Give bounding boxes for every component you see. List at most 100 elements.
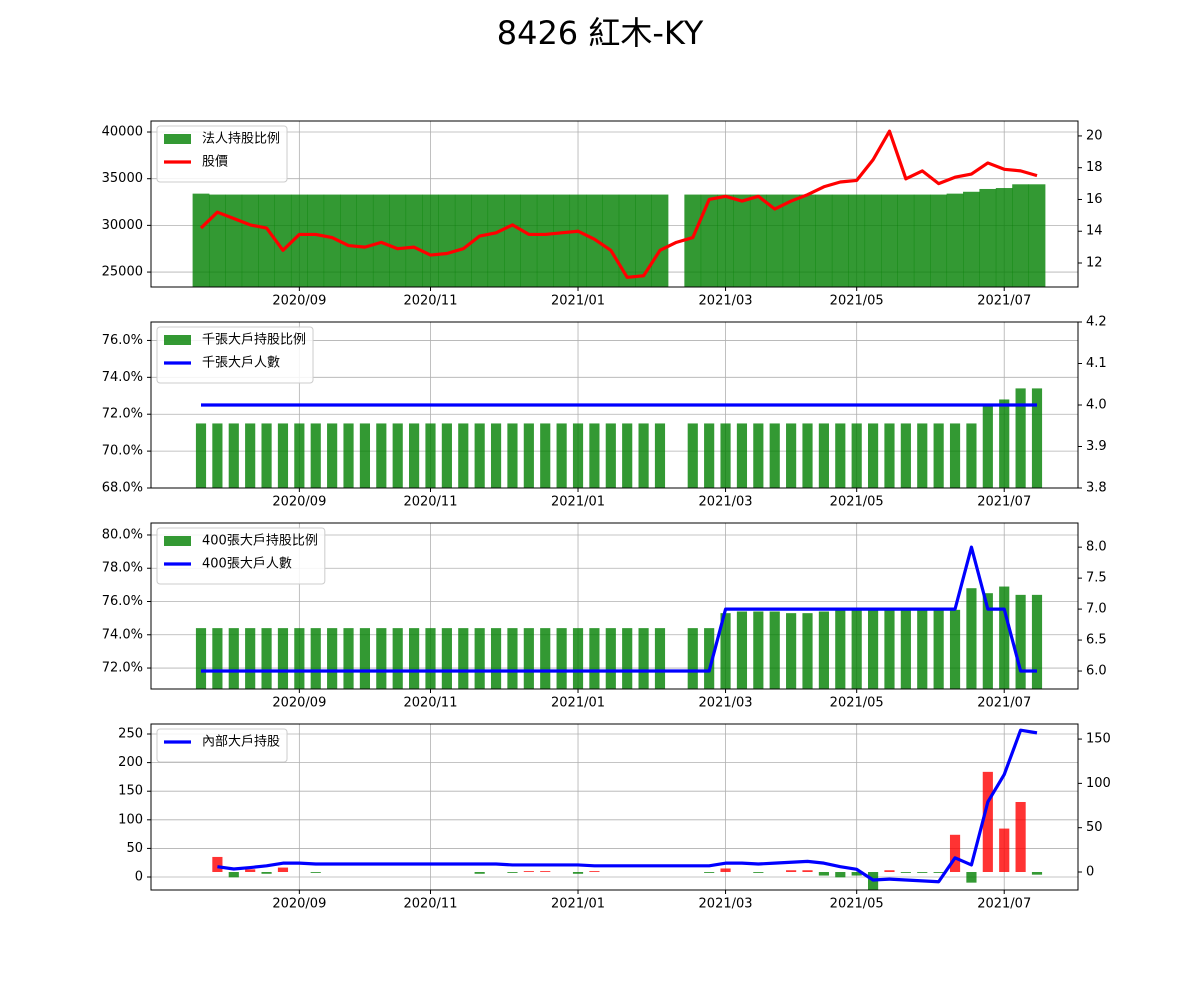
panel: 72.0% 74.0% 76.0% 78.0% 80.0% 6.0 6.5 7.0 7.5 8.0… bbox=[102, 522, 1107, 711]
bar bbox=[1031, 872, 1043, 875]
bar bbox=[359, 423, 371, 488]
bar bbox=[835, 872, 846, 878]
legend-label: 千張大戶人數 bbox=[202, 356, 280, 371]
y-tick-label: 76.0% bbox=[102, 594, 143, 609]
bar bbox=[245, 869, 256, 873]
bar bbox=[622, 423, 633, 488]
chart-title: 8426 紅木-KY bbox=[497, 14, 704, 52]
bar bbox=[638, 423, 649, 488]
bar bbox=[1031, 388, 1043, 488]
bar bbox=[208, 194, 226, 287]
x-tick-label: 2020/11 bbox=[403, 495, 457, 510]
bar bbox=[687, 423, 698, 488]
x-tick-label: 2020/09 bbox=[272, 897, 326, 912]
bar bbox=[474, 423, 485, 488]
bar bbox=[704, 423, 715, 488]
bar bbox=[933, 423, 944, 488]
bar bbox=[917, 608, 928, 689]
x-tick-label: 2021/07 bbox=[977, 696, 1031, 711]
bar bbox=[327, 628, 338, 689]
panel: 0 50 100 150 200 250 0 50 100 150 2020/09 2020/11 20… bbox=[118, 723, 1111, 912]
bar bbox=[736, 423, 748, 488]
y2-tick-label: 6.5 bbox=[1086, 633, 1107, 648]
axes-frame bbox=[150, 321, 1079, 489]
bar bbox=[818, 423, 829, 488]
legend: 400張大戶持股比例 400張大戶人數 bbox=[156, 527, 326, 585]
y2-tick-label: 3.8 bbox=[1086, 481, 1107, 496]
bar bbox=[720, 613, 731, 689]
bar bbox=[536, 194, 554, 287]
bar bbox=[389, 194, 407, 287]
bar bbox=[982, 405, 993, 488]
bar bbox=[818, 611, 829, 689]
x-tick-label: 2021/01 bbox=[551, 495, 605, 510]
axes-frame bbox=[150, 723, 1079, 891]
bar bbox=[490, 628, 502, 689]
bar bbox=[884, 608, 895, 689]
y2-tick-label: 18 bbox=[1086, 160, 1103, 175]
bar bbox=[245, 423, 256, 488]
bar bbox=[766, 194, 784, 287]
bar bbox=[999, 399, 1010, 488]
bar bbox=[654, 628, 666, 689]
bar bbox=[884, 423, 895, 488]
bar bbox=[307, 194, 325, 287]
bar bbox=[327, 423, 338, 488]
legend-label: 400張大戶人數 bbox=[202, 557, 292, 572]
bar bbox=[818, 872, 829, 876]
bar bbox=[343, 628, 354, 689]
y2-tick-label: 50 bbox=[1086, 820, 1103, 835]
bar bbox=[884, 870, 895, 873]
bar bbox=[474, 628, 485, 689]
y-tick-label: 35000 bbox=[102, 171, 143, 186]
y2-tick-label: 14 bbox=[1086, 224, 1103, 239]
bar bbox=[946, 193, 964, 287]
bar bbox=[720, 868, 731, 873]
bar bbox=[733, 194, 751, 287]
legend-label: 股價 bbox=[202, 155, 228, 170]
bar bbox=[949, 834, 961, 873]
y2-tick-label: 12 bbox=[1086, 256, 1103, 271]
y2-tick-label: 4.1 bbox=[1086, 356, 1107, 371]
x-tick-label: 2020/09 bbox=[272, 696, 326, 711]
y-tick-label: 74.0% bbox=[102, 627, 143, 642]
bar bbox=[540, 628, 551, 689]
bar bbox=[405, 194, 423, 287]
bar bbox=[241, 194, 259, 287]
bar bbox=[425, 423, 436, 488]
bar bbox=[507, 423, 518, 488]
bar bbox=[786, 423, 797, 488]
bar bbox=[835, 423, 846, 488]
bar bbox=[799, 194, 816, 287]
bar bbox=[422, 194, 439, 287]
bar bbox=[504, 194, 521, 287]
bar bbox=[753, 872, 764, 873]
bar bbox=[720, 423, 731, 488]
bar bbox=[553, 194, 571, 287]
bar bbox=[294, 423, 305, 488]
bar bbox=[392, 628, 403, 689]
bar bbox=[1012, 184, 1030, 287]
legend-label: 法人持股比例 bbox=[202, 132, 280, 147]
legend-label: 千張大戶持股比例 bbox=[202, 333, 306, 348]
bar bbox=[192, 193, 210, 287]
bar bbox=[831, 194, 849, 287]
bar bbox=[507, 872, 518, 873]
panel: 68.0% 70.0% 72.0% 74.0% 76.0% 3.8 3.9 4.0 4.1 4.2… bbox=[102, 315, 1107, 510]
bar bbox=[458, 628, 469, 689]
legend-box bbox=[156, 527, 326, 585]
bar bbox=[1015, 388, 1026, 488]
y-tick-label: 150 bbox=[118, 784, 143, 799]
bar bbox=[618, 194, 636, 287]
bar bbox=[212, 628, 223, 689]
bar bbox=[376, 628, 387, 689]
x-tick-label: 2021/05 bbox=[830, 294, 884, 309]
bar bbox=[277, 867, 289, 873]
bar bbox=[274, 194, 292, 287]
bar bbox=[949, 609, 961, 689]
bar bbox=[897, 194, 915, 287]
bar bbox=[867, 608, 879, 689]
x-tick-label: 2020/11 bbox=[403, 294, 457, 309]
